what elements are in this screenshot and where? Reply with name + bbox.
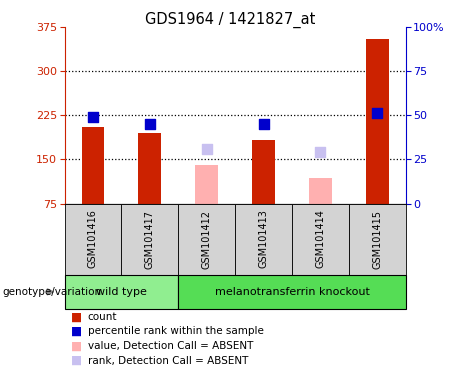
Text: value, Detection Call = ABSENT: value, Detection Call = ABSENT — [88, 341, 253, 351]
Text: GSM101414: GSM101414 — [315, 210, 325, 268]
Text: rank, Detection Call = ABSENT: rank, Detection Call = ABSENT — [88, 356, 248, 366]
Point — [89, 114, 97, 120]
Text: GSM101417: GSM101417 — [145, 210, 155, 268]
Point — [373, 110, 381, 116]
Text: ■: ■ — [71, 310, 83, 323]
Bar — [366, 39, 389, 204]
Bar — [82, 127, 104, 204]
Bar — [65, 275, 178, 309]
Text: GSM101415: GSM101415 — [372, 210, 382, 268]
Bar — [195, 165, 218, 204]
Text: GSM101412: GSM101412 — [201, 210, 212, 268]
Bar — [121, 204, 178, 275]
Point — [317, 149, 324, 156]
Bar — [349, 204, 406, 275]
Text: count: count — [88, 312, 117, 322]
Text: ■: ■ — [71, 339, 83, 353]
Text: ■: ■ — [71, 354, 83, 367]
Text: genotype/variation: genotype/variation — [2, 287, 101, 297]
Text: ■: ■ — [71, 325, 83, 338]
Text: GSM101416: GSM101416 — [88, 210, 98, 268]
Bar — [252, 140, 275, 204]
Point — [146, 121, 154, 127]
Bar — [235, 204, 292, 275]
Bar — [178, 204, 235, 275]
Text: melanotransferrin knockout: melanotransferrin knockout — [214, 287, 369, 297]
Text: GSM101413: GSM101413 — [259, 210, 269, 268]
Point — [203, 146, 210, 152]
Bar — [309, 178, 332, 204]
Text: wild type: wild type — [96, 287, 147, 297]
Bar — [178, 275, 406, 309]
Bar — [292, 204, 349, 275]
Bar — [65, 204, 121, 275]
Text: percentile rank within the sample: percentile rank within the sample — [88, 326, 264, 336]
Point — [260, 121, 267, 127]
Text: GDS1964 / 1421827_at: GDS1964 / 1421827_at — [145, 12, 316, 28]
Bar — [138, 133, 161, 204]
